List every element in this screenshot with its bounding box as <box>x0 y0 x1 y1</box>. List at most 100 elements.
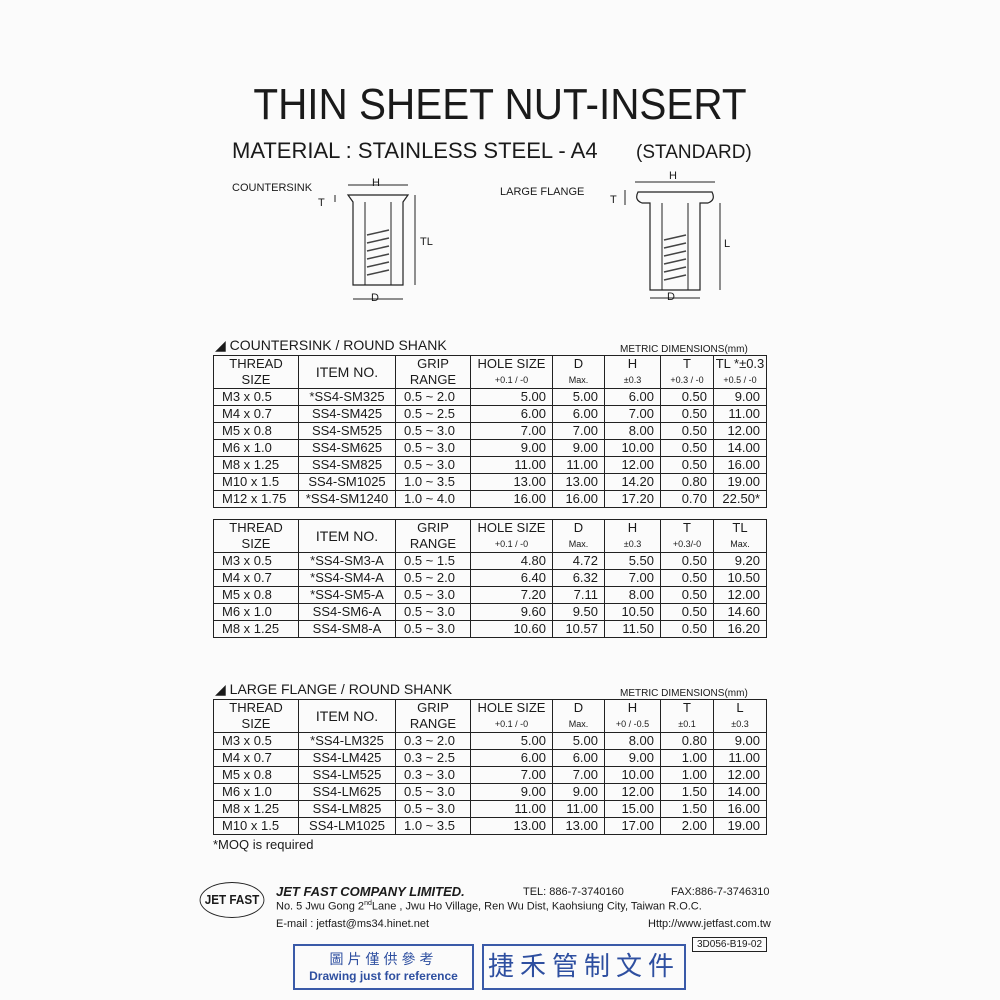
table-cell: M4 x 0.7 <box>213 569 299 587</box>
table-cell: 10.57 <box>552 620 605 638</box>
table-cell: 0.50 <box>660 569 714 587</box>
table-cell: 12.00 <box>713 422 767 440</box>
table-cell: 0.5 ~ 2.0 <box>395 388 471 406</box>
section-title-large-flange: ◢ LARGE FLANGE / ROUND SHANK <box>215 681 453 697</box>
table-cell: M4 x 0.7 <box>213 405 299 423</box>
table-cell: 7.00 <box>604 405 661 423</box>
column-header: T <box>660 519 714 536</box>
countersink-table: THREAD ITEM NO. GRIP HOLE SIZE D H T TL *±0.3 SI… <box>213 355 767 508</box>
table-cell: 6.00 <box>604 388 661 406</box>
address: No. 5 Jwu Gong 2ndLane , Jwu Ho Village,… <box>276 900 702 913</box>
column-header: GRIP <box>395 519 471 536</box>
table-cell: 10.50 <box>604 603 661 621</box>
table-cell: *SS4-SM5-A <box>298 586 396 604</box>
table-cell: 13.00 <box>552 817 605 835</box>
dim-t: T <box>610 194 617 206</box>
table-cell: *SS4-SM4-A <box>298 569 396 587</box>
table-cell: M4 x 0.7 <box>213 749 299 767</box>
table-row: M4 x 0.7 SS4-LM425 0.3 ~ 2.5 6.00 6.00 9.00 1.… <box>213 749 767 767</box>
table-cell: 14.60 <box>713 603 767 621</box>
table-cell: 11.00 <box>713 749 767 767</box>
column-header: HOLE SIZE <box>470 699 553 716</box>
table-cell: 1.0 ~ 3.5 <box>395 817 471 835</box>
column-header: ±0.3 <box>713 716 767 733</box>
column-header: D <box>552 519 605 536</box>
table-row: M5 x 0.8 SS4-SM525 0.5 ~ 3.0 7.00 7.00 8.00 0.… <box>213 422 767 440</box>
table-cell: 0.50 <box>660 422 714 440</box>
table-cell: 1.00 <box>660 766 714 784</box>
table-cell: 0.3 ~ 3.0 <box>395 766 471 784</box>
table-cell: 0.50 <box>660 439 714 457</box>
table-cell: 9.20 <box>713 552 767 570</box>
dim-t: T <box>318 197 325 209</box>
table-cell: 10.50 <box>713 569 767 587</box>
table-cell: 0.50 <box>660 620 714 638</box>
header-row: SIZE RANGE +0.1 / -0 Max. ±0.3 +0.3 / -0 +0.5 … <box>213 372 767 389</box>
table-cell: 10.00 <box>604 766 661 784</box>
column-header: GRIP <box>395 699 471 716</box>
column-header: ITEM NO. <box>298 355 396 389</box>
table-row: M8 x 1.25 SS4-SM825 0.5 ~ 3.0 11.00 11.00 12.… <box>213 456 767 474</box>
table-cell: 0.5 ~ 3.0 <box>395 456 471 474</box>
table-cell: 8.00 <box>604 586 661 604</box>
column-header: T <box>660 355 714 372</box>
table-cell: 11.00 <box>470 456 553 474</box>
column-header: +0.1 / -0 <box>470 536 553 553</box>
header-row: THREAD ITEM NO. GRIP HOLE SIZE D H T L <box>213 699 767 733</box>
table-cell: 14.00 <box>713 439 767 457</box>
large-flange-label: LARGE FLANGE <box>500 186 585 198</box>
table-cell: M5 x 0.8 <box>213 586 299 604</box>
table-cell: 7.00 <box>470 422 553 440</box>
website[interactable]: Http://www.jetfast.com.tw <box>648 918 771 930</box>
table-cell: SS4-SM625 <box>298 439 396 457</box>
column-header: +0.1 / -0 <box>470 372 553 389</box>
header-row: THREAD ITEM NO. GRIP HOLE SIZE D H T TL *±0.3 <box>213 355 767 389</box>
column-header: HOLE SIZE <box>470 355 553 372</box>
column-header: +0.3/-0 <box>660 536 714 553</box>
table-cell: 6.40 <box>470 569 553 587</box>
table-cell: 19.00 <box>713 473 767 491</box>
column-header: T <box>660 699 714 716</box>
table-cell: M6 x 1.0 <box>213 603 299 621</box>
table-row: M5 x 0.8 SS4-LM525 0.3 ~ 3.0 7.00 7.00 10.00 1… <box>213 766 767 784</box>
table-cell: 5.00 <box>470 388 553 406</box>
table-cell: 9.00 <box>552 439 605 457</box>
table-cell: 0.50 <box>660 456 714 474</box>
dim-l: L <box>724 238 731 250</box>
column-header: Max. <box>713 536 767 553</box>
dim-d: D <box>371 292 379 304</box>
column-header: HOLE SIZE <box>470 519 553 536</box>
table-cell: 15.00 <box>604 800 661 818</box>
section-title-countersink: ◢ COUNTERSINK / ROUND SHANK <box>215 337 447 353</box>
column-header: L <box>713 699 767 716</box>
table-row: M8 x 1.25 SS4-LM825 0.5 ~ 3.0 11.00 11.00 15.… <box>213 800 767 818</box>
table-cell: 0.50 <box>660 405 714 423</box>
table-cell: 16.00 <box>470 490 553 508</box>
table-cell: 5.00 <box>470 732 553 750</box>
column-header: ITEM NO. <box>298 519 396 553</box>
table-cell: M3 x 0.5 <box>213 732 299 750</box>
countersink-diagram <box>334 184 416 300</box>
table-cell: 19.00 <box>713 817 767 835</box>
table-cell: M3 x 0.5 <box>213 552 299 570</box>
table-cell: 7.20 <box>470 586 553 604</box>
table-cell: SS4-LM625 <box>298 783 396 801</box>
column-header: ±0.3 <box>604 536 661 553</box>
table-cell: 0.5 ~ 2.5 <box>395 405 471 423</box>
table-cell: 9.00 <box>470 439 553 457</box>
table-cell: 17.20 <box>604 490 661 508</box>
table-cell: 10.00 <box>604 439 661 457</box>
reference-stamp: 圖片僅供參考 Drawing just for reference <box>293 944 474 990</box>
table-cell: 1.0 ~ 4.0 <box>395 490 471 508</box>
table-cell: 11.50 <box>604 620 661 638</box>
table-cell: SS4-LM1025 <box>298 817 396 835</box>
table-row: M3 x 0.5 *SS4-LM325 0.3 ~ 2.0 5.00 5.00 8.00 0… <box>213 732 767 750</box>
table-cell: 13.00 <box>552 473 605 491</box>
table-row: M8 x 1.25 SS4-SM8-A 0.5 ~ 3.0 10.60 10.57 11.… <box>213 620 767 638</box>
table-cell: M12 x 1.75 <box>213 490 299 508</box>
table-cell: M3 x 0.5 <box>213 388 299 406</box>
table-cell: 0.5 ~ 3.0 <box>395 603 471 621</box>
table-row: M3 x 0.5 *SS4-SM3-A 0.5 ~ 1.5 4.80 4.72 5.50 0… <box>213 552 767 570</box>
table-cell: 0.5 ~ 3.0 <box>395 422 471 440</box>
table-cell: 16.00 <box>552 490 605 508</box>
